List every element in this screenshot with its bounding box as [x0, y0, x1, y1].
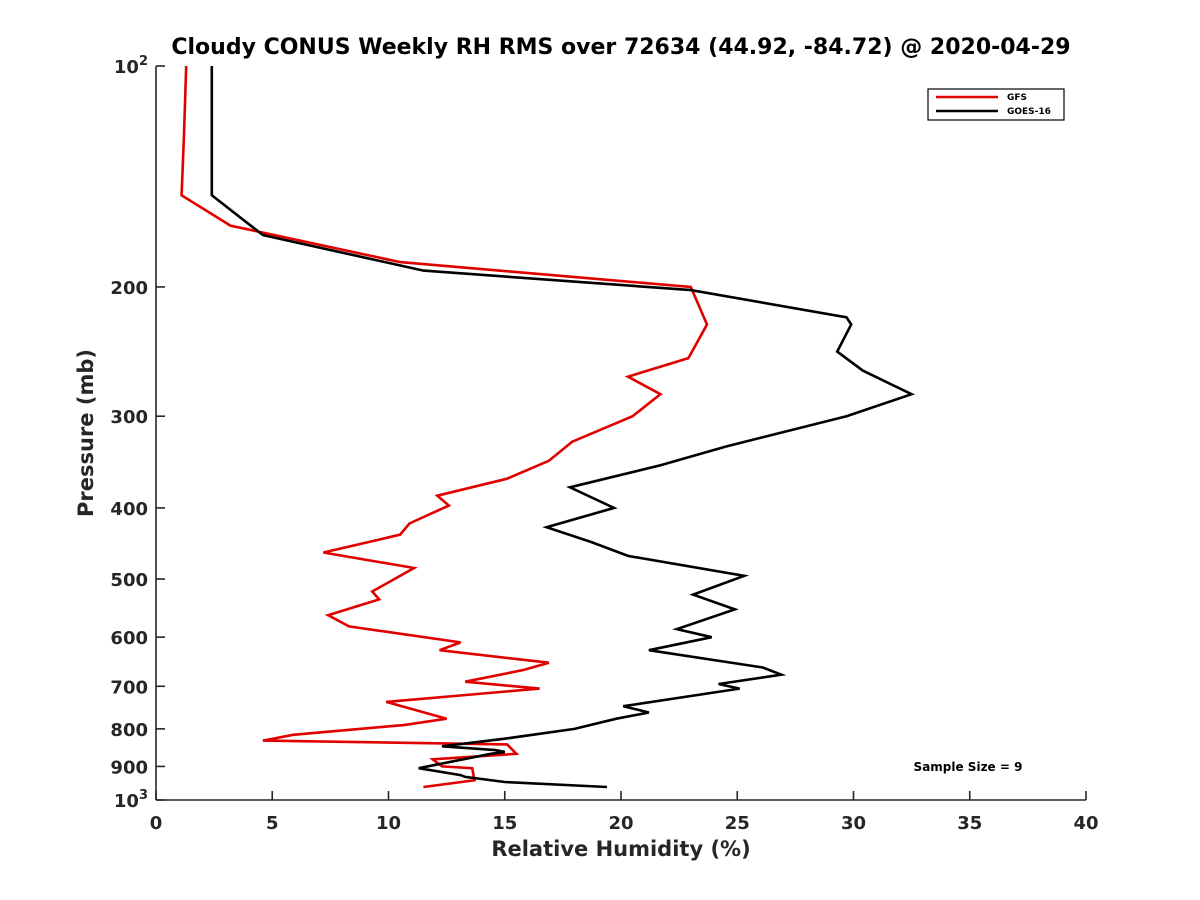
y-tick-label: 900 — [110, 757, 148, 778]
y-tick-label: 500 — [110, 570, 148, 591]
chart-title: Cloudy CONUS Weekly RH RMS over 72634 (4… — [171, 35, 1070, 60]
legend-label-goes16: GOES-16 — [1007, 107, 1051, 117]
sample-size-annotation: Sample Size = 9 — [914, 760, 1023, 774]
y-tick-label: 102 — [114, 54, 148, 78]
x-tick-label: 5 — [266, 813, 279, 834]
y-tick-label: 300 — [110, 407, 148, 428]
x-tick-label: 25 — [725, 813, 750, 834]
y-tick-label: 800 — [110, 720, 148, 741]
y-axis-label: Pressure (mb) — [74, 349, 98, 517]
series-line-gfs — [180, 65, 709, 789]
x-tick-label: 15 — [492, 813, 517, 834]
x-tick-label: 0 — [150, 813, 163, 834]
x-tick-label: 35 — [957, 813, 982, 834]
y-tick-label: 200 — [110, 278, 148, 299]
x-tick-label: 30 — [841, 813, 866, 834]
y-tick-label: 400 — [110, 499, 148, 520]
legend-label-gfs: GFS — [1007, 93, 1027, 103]
y-tick-label: 103 — [114, 788, 148, 812]
legend: GFS GOES-16 — [927, 88, 1065, 121]
y-tick-label: 700 — [110, 677, 148, 698]
legend-box — [927, 88, 1065, 121]
x-tick-label: 10 — [376, 813, 401, 834]
plot-area: 0 5 10 15 20 25 30 35 40 102 200 300 400 500 600 700 800… — [110, 54, 1098, 834]
y-tick-label: 600 — [110, 628, 148, 649]
series-line-goes16 — [210, 66, 916, 789]
x-tick-label: 40 — [1073, 813, 1098, 834]
x-tick-label: 20 — [608, 813, 633, 834]
x-axis-label: Relative Humidity (%) — [491, 837, 750, 861]
